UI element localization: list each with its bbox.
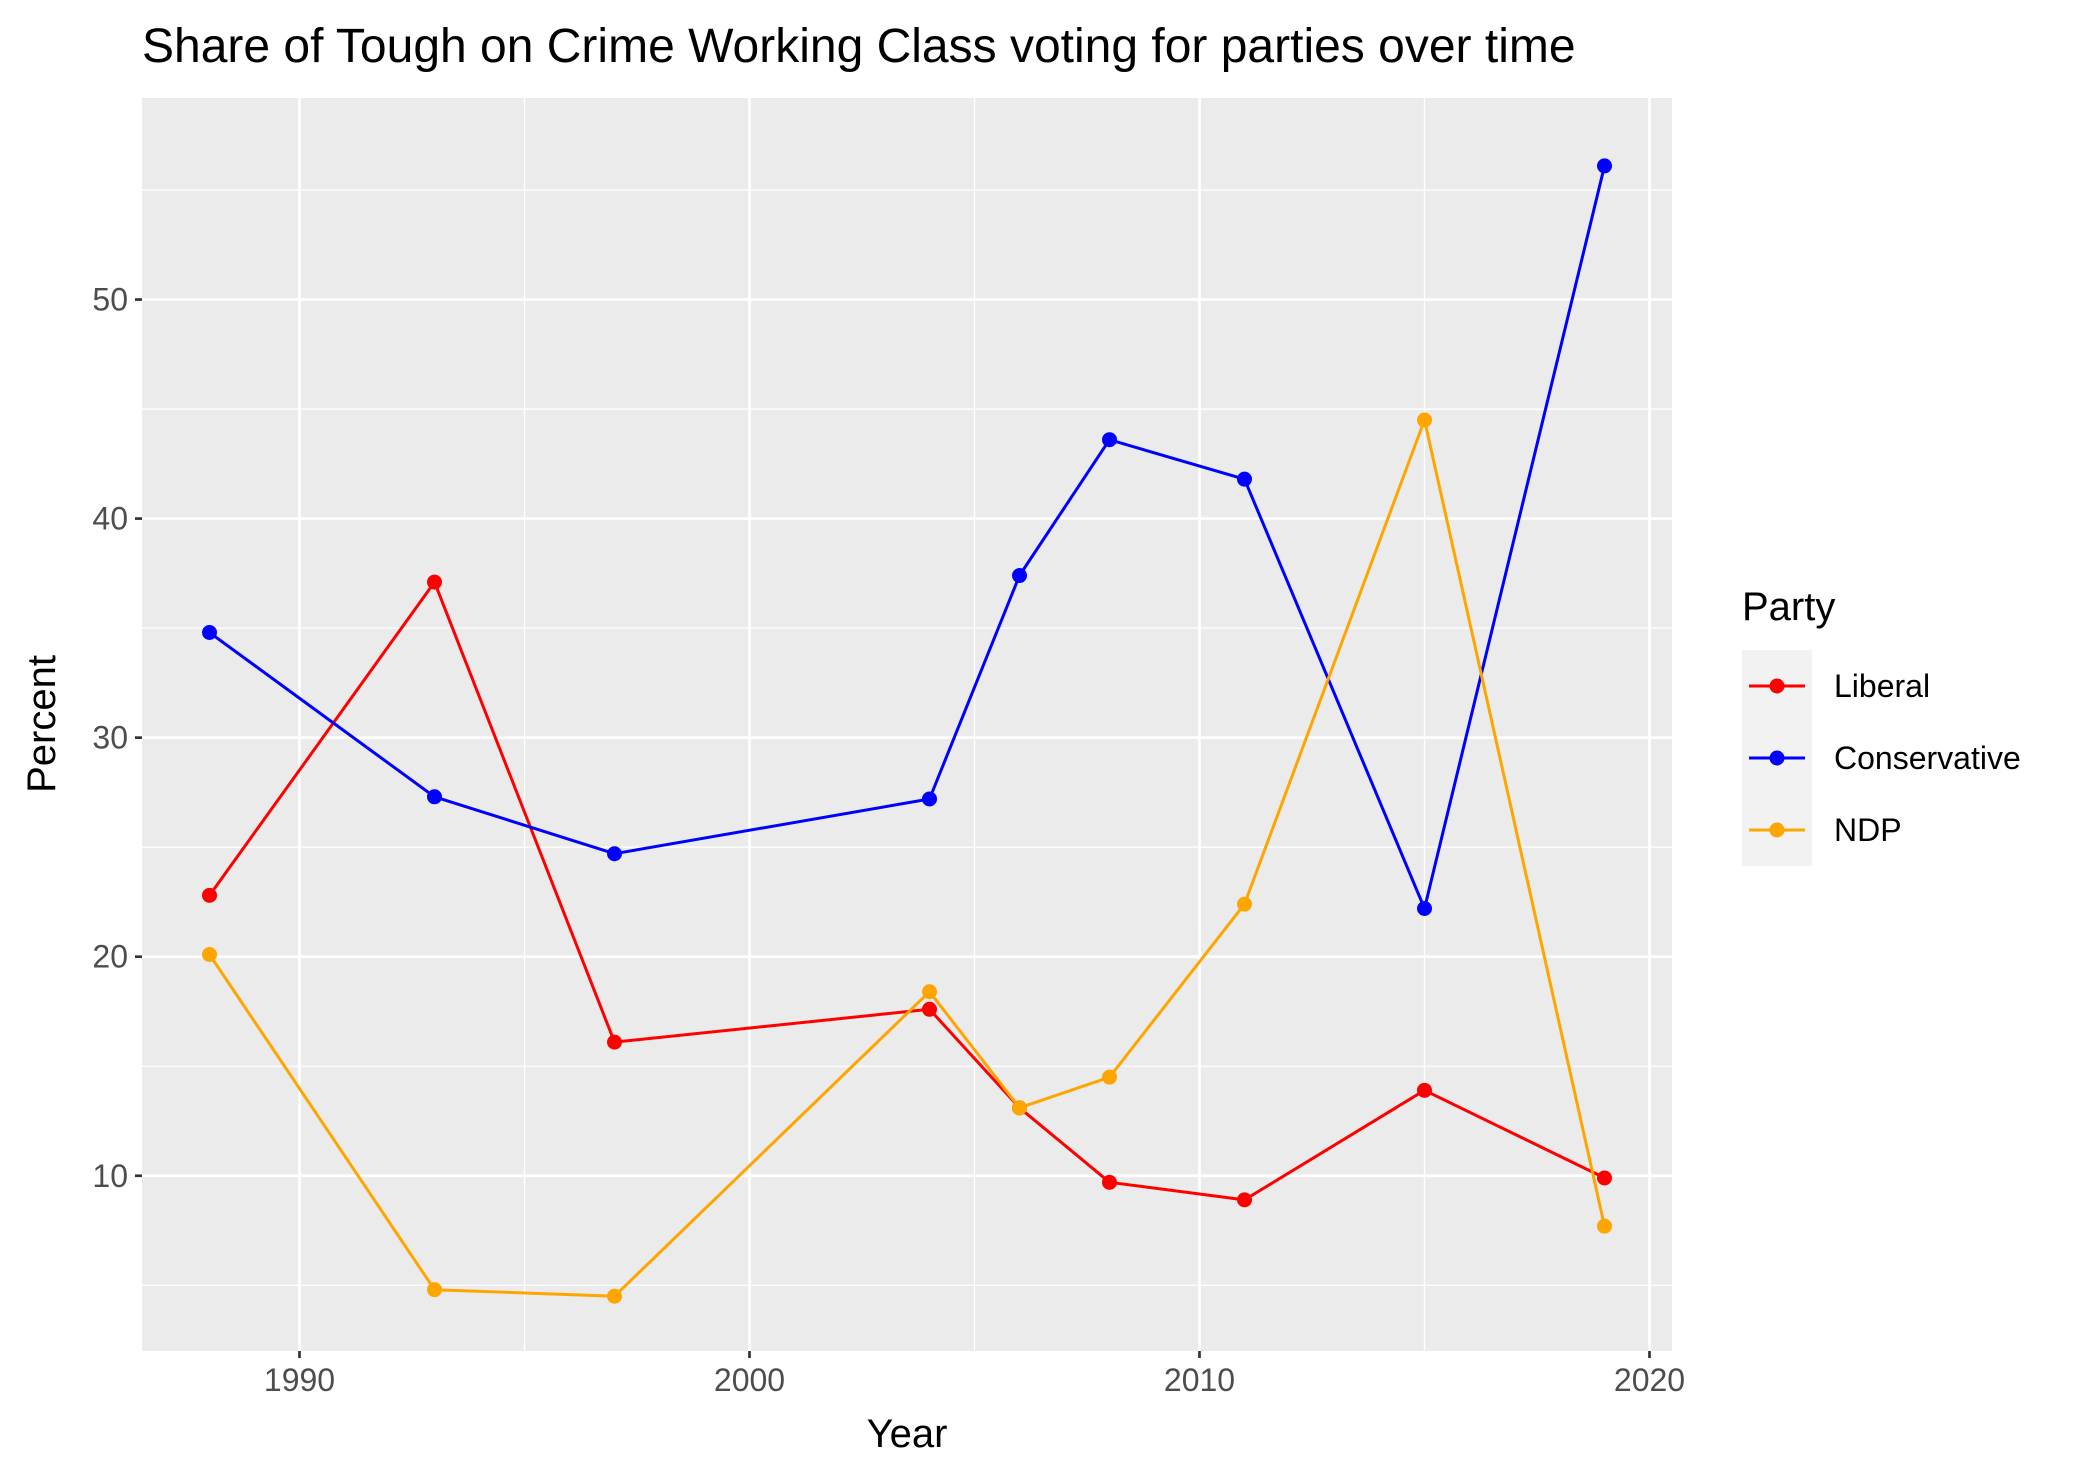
legend-label-ndp: NDP	[1834, 812, 1902, 848]
ndp-point	[607, 1288, 622, 1304]
legend-item-ndp: NDP	[1742, 794, 1902, 866]
legend-label-conservative: Conservative	[1834, 740, 2021, 776]
conservative-point	[607, 846, 622, 862]
y-tick-label: 50	[92, 282, 128, 318]
ndp-point	[427, 1282, 442, 1298]
conservative-point	[1102, 432, 1117, 448]
ndp-point	[1237, 896, 1252, 912]
liberal-point	[202, 887, 217, 903]
liberal-point	[1102, 1174, 1117, 1190]
x-axis-title: Year	[867, 1412, 948, 1456]
axis-ticks	[135, 298, 1651, 1358]
liberal-point	[1417, 1082, 1432, 1098]
conservative-point	[1417, 901, 1432, 917]
legend-title: Party	[1742, 585, 1835, 629]
y-tick-label: 10	[92, 1158, 128, 1194]
ndp-point	[1417, 412, 1432, 428]
chart-title: Share of Tough on Crime Working Class vo…	[142, 20, 1576, 73]
liberal-point	[922, 1001, 937, 1017]
x-tick-label: 1990	[264, 1362, 335, 1398]
legend-item-conservative: Conservative	[1742, 722, 2021, 794]
legend-swatch-point	[1769, 678, 1785, 694]
ndp-point	[1102, 1069, 1117, 1085]
grid-minor-lines	[142, 98, 1672, 1351]
liberal-point	[427, 574, 442, 590]
conservative-point	[1237, 471, 1252, 487]
x-tick-label: 2010	[1164, 1362, 1235, 1398]
y-tick-label: 40	[92, 501, 128, 537]
series-points	[202, 158, 1612, 1304]
y-axis-title: Percent	[20, 655, 64, 793]
legend-label-liberal: Liberal	[1834, 668, 1930, 704]
legend-item-liberal: Liberal	[1742, 650, 1930, 722]
legend-keys: Liberal Conservative NDP	[1742, 650, 2021, 866]
conservative-point	[922, 791, 937, 807]
grid-major-lines	[142, 98, 1672, 1351]
ndp-point	[202, 947, 217, 963]
ndp-point	[922, 984, 937, 1000]
conservative-point	[202, 624, 217, 640]
conservative-point	[427, 789, 442, 805]
x-tick-label: 2020	[1614, 1362, 1685, 1398]
conservative-point	[1597, 158, 1612, 174]
conservative-point	[1012, 568, 1027, 584]
y-tick-label: 30	[92, 720, 128, 756]
liberal-point	[1597, 1170, 1612, 1186]
legend-swatch-point	[1769, 822, 1785, 838]
ndp-point	[1597, 1218, 1612, 1234]
ndp-point	[1012, 1100, 1027, 1116]
liberal-point	[607, 1034, 622, 1050]
liberal-point	[1237, 1192, 1252, 1208]
axis-tick-labels: 1990 2000 2010 2020 10 20 30 40 50	[92, 282, 1685, 1398]
legend: Party Liberal Conservative NDP	[1742, 585, 2021, 866]
y-tick-label: 20	[92, 939, 128, 975]
legend-swatch-point	[1769, 750, 1785, 766]
plot-panel	[142, 98, 1672, 1351]
x-tick-label: 2000	[714, 1362, 785, 1398]
